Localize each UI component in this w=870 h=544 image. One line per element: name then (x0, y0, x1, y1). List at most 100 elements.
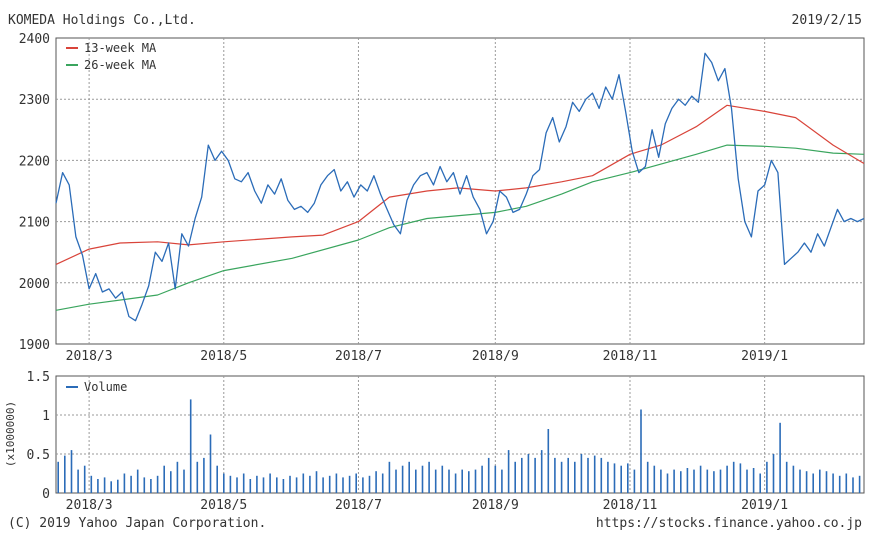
volume-bar (547, 429, 550, 493)
volume-bar (627, 463, 629, 493)
chart-date: 2019/2/15 (792, 13, 862, 28)
volume-bar (587, 457, 589, 493)
volume-bar (276, 477, 278, 493)
volume-bar (858, 475, 861, 493)
volume-bar (83, 465, 86, 493)
price-x-tick-label: 2018/7 (335, 349, 382, 364)
volume-bar (792, 465, 795, 493)
volume-bar (176, 461, 179, 493)
price-y-axis: 1900 2000 2100 2200 2300 2400 (19, 32, 50, 353)
volume-bar (461, 469, 463, 493)
volume-y-tick-label: 0.5 (27, 448, 50, 463)
volume-bar (64, 455, 66, 493)
volume-bar (97, 479, 99, 493)
volume-bar (143, 477, 146, 493)
volume-bar (481, 465, 483, 493)
ma13-line (55, 104, 865, 265)
volume-bar (633, 469, 636, 493)
volume-bar (540, 450, 543, 493)
volume-bar (640, 409, 642, 493)
price-x-tick-label: 2018/3 (66, 349, 113, 364)
volume-bar (719, 469, 722, 493)
volume-bar (183, 469, 185, 493)
volume-chart: 0 0.5 1 1.5 2018/3 2018/5 2018/7 2018/9 2018/11… (4, 370, 865, 513)
volume-bar (739, 463, 742, 493)
volume-bar (593, 455, 596, 493)
volume-bar (434, 469, 437, 493)
price-x-tick-label: 2018/5 (200, 349, 247, 364)
volume-bar (759, 473, 761, 493)
volume-bar (693, 469, 695, 493)
volume-bar (838, 475, 841, 493)
volume-bar (242, 473, 245, 493)
volume-bar (507, 450, 510, 493)
volume-x-axis: 2018/3 2018/5 2018/7 2018/9 2018/11 2019/1 (66, 498, 789, 513)
volume-bar (401, 465, 404, 493)
volume-bar (699, 465, 702, 493)
volume-bar (620, 465, 622, 493)
volume-bar (90, 475, 93, 493)
volume-x-tick-label: 2018/7 (335, 498, 382, 513)
volume-bar (110, 481, 112, 493)
volume-bar (819, 469, 821, 493)
volume-bar (646, 461, 649, 493)
company-title: KOMEDA Holdings Co.,Ltd. (8, 13, 196, 28)
volume-y-tick-label: 0 (42, 487, 50, 502)
price-y-tick-label: 2400 (19, 32, 50, 47)
volume-bar (189, 399, 192, 493)
legend-label-ma13: 13-week MA (84, 41, 157, 55)
volume-bar (527, 454, 530, 493)
volume-y-tick-label: 1 (42, 409, 50, 424)
price-x-tick-label: 2019/1 (741, 349, 788, 364)
price-y-tick-label: 1900 (19, 338, 50, 353)
volume-bar (136, 469, 139, 493)
volume-bar (746, 469, 748, 493)
volume-bar (289, 475, 291, 493)
volume-bar (680, 471, 682, 493)
volume-bar (282, 479, 285, 493)
volume-bar (421, 465, 424, 493)
source-url-link[interactable]: https://stocks.finance.yahoo.co.jp (596, 516, 862, 531)
volume-bar (772, 454, 775, 493)
volume-bar (256, 475, 258, 493)
volume-bar (474, 469, 477, 493)
volume-bar (812, 473, 814, 493)
volume-bar (845, 473, 848, 493)
volume-bar (779, 422, 781, 493)
volume-y-axis-label: (x1000000) (4, 401, 17, 467)
volume-bar (660, 469, 662, 493)
volume-bar (752, 468, 755, 493)
volume-bar (395, 469, 397, 493)
volume-bar (580, 454, 583, 493)
volume-y-axis: 0 0.5 1 1.5 (27, 370, 50, 502)
volume-bar (156, 475, 159, 493)
volume-bar (203, 457, 205, 493)
volume-bar (269, 473, 271, 493)
volume-bar (415, 469, 417, 493)
price-x-tick-label: 2018/9 (472, 349, 519, 364)
volume-bar (441, 465, 444, 493)
volume-x-tick-label: 2019/1 (741, 498, 788, 513)
copyright-text: (C) 2019 Yahoo Japan Corporation. (8, 516, 266, 531)
volume-bar (348, 475, 351, 493)
volume-y-tick-label: 1.5 (27, 370, 50, 385)
volume-bar (686, 468, 689, 493)
price-legend: 13-week MA 26-week MA (66, 41, 157, 72)
volume-bar (309, 475, 311, 493)
volume-bar (487, 457, 490, 493)
volume-bar (600, 457, 603, 493)
volume-bar (799, 469, 801, 493)
volume-bar (560, 461, 563, 493)
price-x-axis: 2018/3 2018/5 2018/7 2018/9 2018/11 2019/1 (66, 349, 789, 364)
price-y-tick-label: 2300 (19, 93, 50, 108)
volume-bar (328, 475, 331, 493)
legend-label-volume: Volume (84, 380, 127, 394)
volume-x-tick-label: 2018/11 (603, 498, 658, 513)
volume-bar (726, 465, 728, 493)
volume-bar (805, 471, 808, 493)
price-x-tick-label: 2018/11 (603, 349, 658, 364)
volume-bar (209, 434, 212, 493)
ma26-line (55, 144, 865, 311)
volume-bar (408, 461, 410, 493)
